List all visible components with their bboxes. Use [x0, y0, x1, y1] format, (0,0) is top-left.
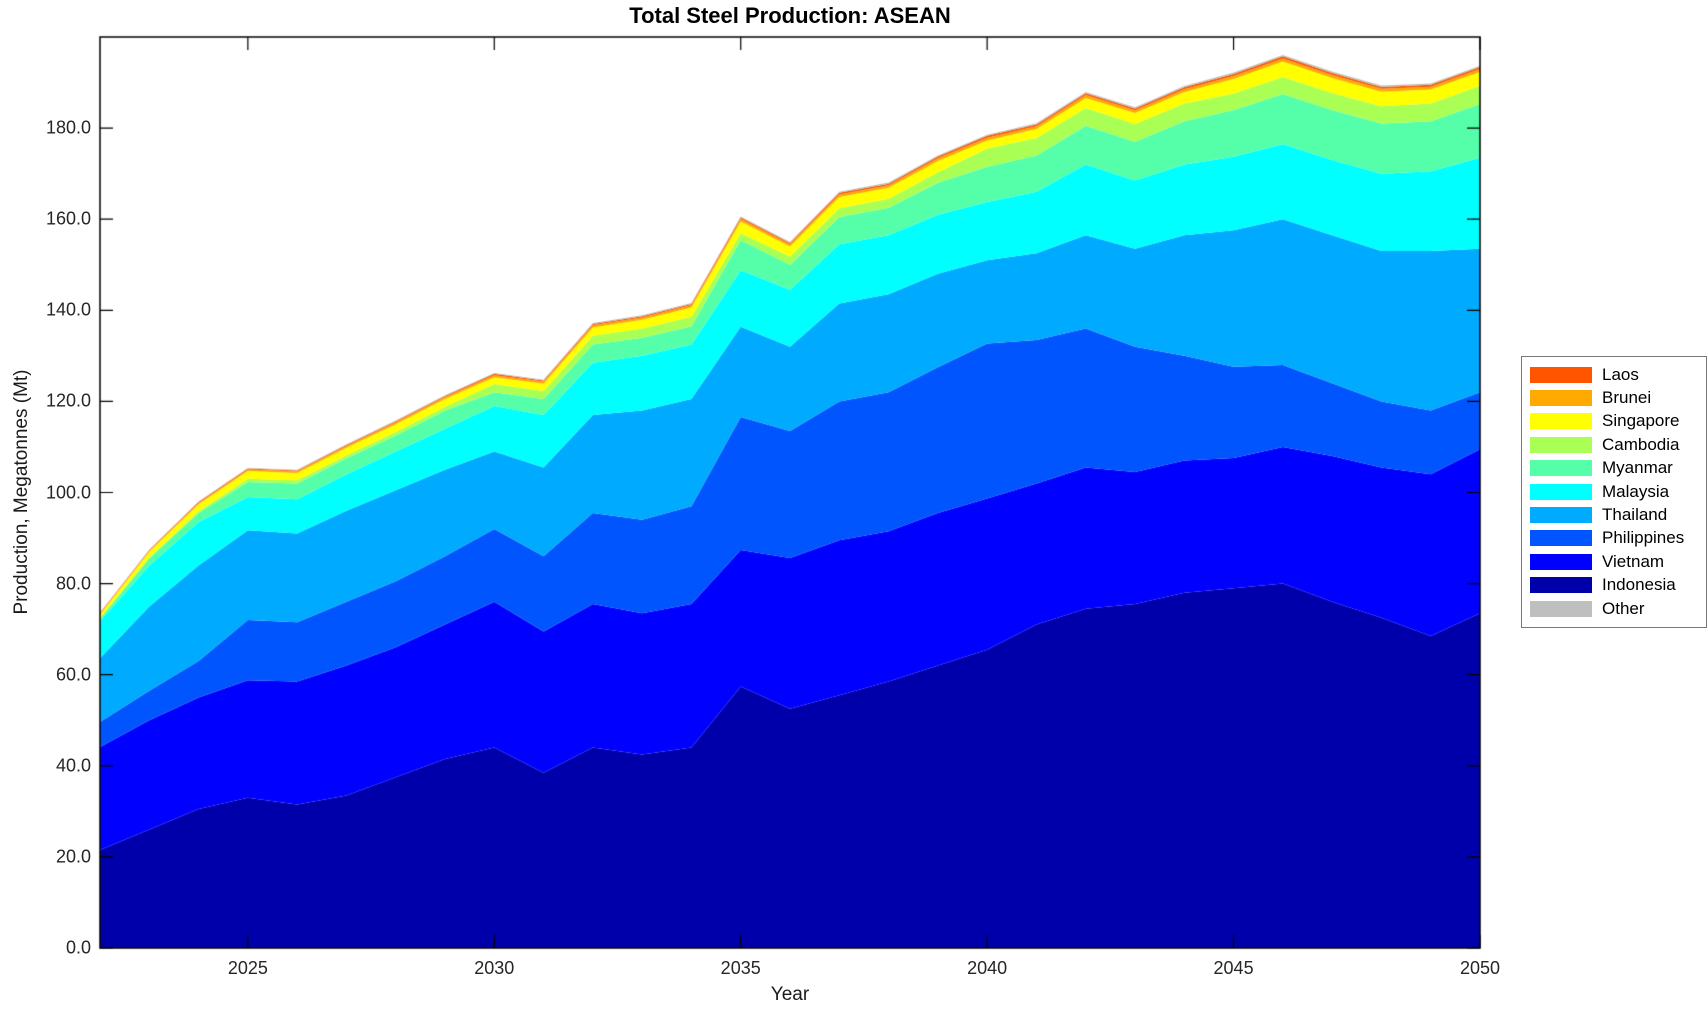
legend-label: Philippines — [1602, 528, 1685, 548]
legend: Laos Brunei Singapore Cambodia Myanmar Malays… — [1521, 356, 1707, 628]
y-tick-label: 80.0 — [55, 573, 91, 594]
legend-swatch — [1530, 390, 1592, 407]
y-tick-label: 100.0 — [45, 482, 91, 502]
x-axis-label: Year — [770, 984, 810, 1005]
y-axis-label: Production, Megatonnes (Mt) — [11, 369, 32, 615]
y-tick-label: 120.0 — [45, 390, 91, 411]
legend-item-myanmar: Myanmar — [1522, 457, 1706, 480]
legend-label: Indonesia — [1602, 575, 1676, 595]
legend-swatch — [1530, 366, 1592, 383]
legend-label: Malaysia — [1602, 481, 1670, 501]
legend-label: Brunei — [1602, 388, 1652, 408]
legend-item-vietnam: Vietnam — [1522, 550, 1706, 573]
legend-swatch — [1530, 577, 1592, 594]
legend-label: Singapore — [1602, 411, 1680, 431]
legend-item-singapore: Singapore — [1522, 410, 1706, 433]
legend-swatch — [1530, 553, 1592, 570]
y-tick-label: 0.0 — [65, 937, 91, 958]
legend-swatch — [1530, 530, 1592, 547]
legend-swatch — [1530, 413, 1592, 430]
legend-label: Other — [1602, 598, 1645, 618]
legend-item-laos: Laos — [1522, 363, 1706, 386]
chart-title: Total Steel Production: ASEAN — [629, 3, 951, 28]
y-tick-label: 20.0 — [55, 846, 91, 867]
y-tick-label: 160.0 — [45, 208, 91, 229]
y-tick-label: 180.0 — [45, 117, 91, 138]
legend-label: Cambodia — [1602, 434, 1680, 454]
x-tick-label: 2030 — [474, 958, 515, 978]
legend-item-other: Other — [1522, 597, 1706, 620]
y-tick-label: 140.0 — [45, 299, 91, 320]
legend-swatch — [1530, 507, 1592, 524]
legend-label: Thailand — [1602, 505, 1668, 525]
legend-swatch — [1530, 436, 1592, 453]
y-tick-label: 60.0 — [55, 664, 91, 685]
x-tick-label: 2050 — [1459, 958, 1501, 978]
y-tick-label: 40.0 — [55, 755, 91, 776]
x-tick-label: 2045 — [1213, 958, 1254, 978]
legend-label: Myanmar — [1602, 458, 1673, 478]
legend-item-brunei: Brunei — [1522, 386, 1706, 409]
legend-item-philippines: Philippines — [1522, 527, 1706, 550]
legend-label: Laos — [1602, 364, 1639, 384]
x-tick-label: 2040 — [967, 958, 1008, 978]
legend-item-indonesia: Indonesia — [1522, 574, 1706, 597]
x-tick-label: 2035 — [720, 958, 761, 978]
legend-item-cambodia: Cambodia — [1522, 433, 1706, 456]
legend-swatch — [1530, 460, 1592, 477]
legend-swatch — [1530, 600, 1592, 617]
legend-label: Vietnam — [1602, 551, 1665, 571]
legend-swatch — [1530, 483, 1592, 500]
legend-item-malaysia: Malaysia — [1522, 480, 1706, 503]
x-tick-label: 2025 — [227, 958, 268, 978]
legend-item-thailand: Thailand — [1522, 503, 1706, 526]
